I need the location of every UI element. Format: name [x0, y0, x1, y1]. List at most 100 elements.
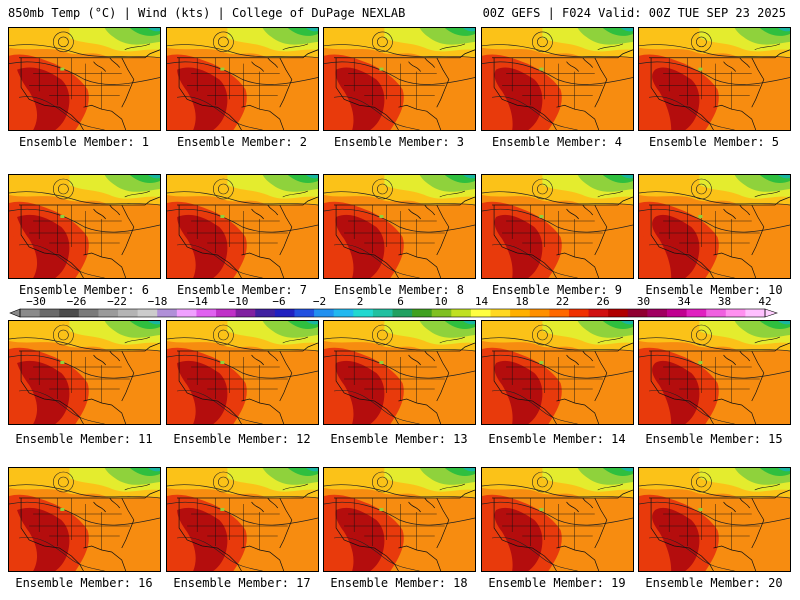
- colorbar-segment: [78, 309, 99, 317]
- temperature-map: [167, 468, 318, 571]
- colorbar-segment: [196, 309, 217, 317]
- ensemble-member-panel: [166, 467, 319, 572]
- ensemble-member-panel: [638, 320, 791, 425]
- colorbar-segment: [490, 309, 511, 317]
- ensemble-member-panel: [8, 27, 161, 131]
- ensemble-member-label: Ensemble Member: 6: [18, 283, 150, 297]
- temperature-map: [324, 468, 475, 571]
- ensemble-member-label: Ensemble Member: 1: [18, 135, 150, 149]
- colorbar-segment: [549, 309, 570, 317]
- colorbar-segment: [588, 309, 609, 317]
- colorbar-tick-label: −30: [26, 295, 46, 308]
- ensemble-member-label: Ensemble Member: 9: [491, 283, 623, 297]
- colorbar-tick-label: −22: [107, 295, 127, 308]
- ensemble-member-panel: [166, 320, 319, 425]
- colorbar-tick-label: 26: [596, 295, 610, 308]
- colorbar-segment: [745, 309, 766, 317]
- colorbar-segment: [157, 309, 178, 317]
- colorbar-segment: [706, 309, 727, 317]
- ensemble-member-label: Ensemble Member: 17: [173, 576, 311, 590]
- colorbar-strip: [9, 308, 778, 318]
- ensemble-member-label: Ensemble Member: 20: [645, 576, 783, 590]
- colorbar-segment: [725, 309, 746, 317]
- ensemble-member-panel: [481, 174, 634, 279]
- ensemble-member-panel: [481, 320, 634, 425]
- colorbar-segment: [686, 309, 707, 317]
- ensemble-member-label: Ensemble Member: 15: [645, 432, 783, 446]
- temperature-map: [482, 28, 633, 130]
- header-right-title: 00Z GEFS | F024 Valid: 00Z TUE SEP 23 20…: [482, 6, 786, 20]
- colorbar-segment: [470, 309, 492, 317]
- ensemble-member-panel: [166, 174, 319, 279]
- colorbar-tick-label: 42: [758, 295, 772, 308]
- ensemble-member-panel: [638, 27, 791, 131]
- ensemble-member-panel: [8, 320, 161, 425]
- temperature-map: [639, 468, 790, 571]
- colorbar-segment: [176, 309, 197, 317]
- colorbar-segment: [314, 309, 335, 317]
- colorbar-tick-label: 18: [515, 295, 529, 308]
- colorbar-segment: [39, 309, 60, 317]
- temperature-map: [167, 175, 318, 278]
- colorbar-segment: [666, 309, 688, 317]
- colorbar-tick-label: −2: [312, 295, 327, 308]
- ensemble-member-panel: [481, 27, 634, 131]
- ensemble-member-label: Ensemble Member: 12: [173, 432, 311, 446]
- colorbar-segment: [59, 309, 80, 317]
- ensemble-member-panel: [8, 467, 161, 572]
- temperature-map: [482, 321, 633, 424]
- colorbar-right-arrow: [764, 308, 778, 318]
- colorbar-segment: [235, 309, 256, 317]
- colorbar-segment: [353, 309, 374, 317]
- ensemble-member-label: Ensemble Member: 18: [330, 576, 468, 590]
- colorbar-segment: [451, 309, 472, 317]
- ensemble-member-panel: [323, 174, 476, 279]
- temperature-map: [324, 321, 475, 424]
- temperature-map: [324, 175, 475, 278]
- temperature-map: [639, 28, 790, 130]
- colorbar-left-arrow: [9, 308, 21, 318]
- colorbar-tick-label: 2: [356, 295, 364, 308]
- colorbar-segment: [608, 309, 629, 317]
- colorbar-tick-label: −26: [66, 295, 87, 308]
- header-left-title: 850mb Temp (°C) | Wind (kts) | College o…: [8, 6, 406, 20]
- colorbar-segment: [627, 309, 648, 317]
- colorbar-segment: [20, 309, 41, 317]
- temperature-map: [167, 28, 318, 130]
- colorbar-tick-label: 10: [434, 295, 448, 308]
- temperature-map: [482, 175, 633, 278]
- ensemble-member-label: Ensemble Member: 19: [488, 576, 626, 590]
- colorbar-tick-label: 34: [677, 295, 691, 308]
- ensemble-member-label: Ensemble Member: 16: [15, 576, 153, 590]
- ensemble-member-panel: [638, 467, 791, 572]
- colorbar-segment: [216, 309, 237, 317]
- ensemble-member-label: Ensemble Member: 3: [333, 135, 465, 149]
- ensemble-member-label: Ensemble Member: 14: [488, 432, 626, 446]
- temperature-map: [324, 28, 475, 130]
- colorbar-segment: [568, 309, 590, 317]
- colorbar-segment: [137, 309, 158, 317]
- ensemble-member-panel: [481, 467, 634, 572]
- colorbar-segment: [647, 309, 668, 317]
- ensemble-member-label: Ensemble Member: 13: [330, 432, 468, 446]
- ensemble-member-panel: [323, 27, 476, 131]
- temperature-map: [482, 468, 633, 571]
- temperature-map: [639, 175, 790, 278]
- colorbar-tick-label: −14: [188, 295, 208, 308]
- ensemble-member-label: Ensemble Member: 5: [648, 135, 780, 149]
- colorbar-tick-label: 6: [397, 295, 404, 308]
- colorbar-outline: [19, 308, 766, 318]
- colorbar-tick-label: −6: [272, 295, 286, 308]
- temperature-map: [167, 321, 318, 424]
- ensemble-member-label: Ensemble Member: 11: [15, 432, 153, 446]
- colorbar-tick-label: 22: [555, 295, 570, 308]
- colorbar-segment: [118, 309, 139, 317]
- colorbar-segment: [529, 309, 550, 317]
- colorbar-tick-label: 14: [474, 295, 489, 308]
- ensemble-member-label: Ensemble Member: 2: [176, 135, 308, 149]
- temperature-map: [9, 28, 160, 130]
- colorbar-segment: [98, 309, 119, 317]
- temperature-map: [9, 175, 160, 278]
- ensemble-member-label: Ensemble Member: 4: [491, 135, 623, 149]
- ensemble-member-label: Ensemble Member: 8: [333, 283, 465, 297]
